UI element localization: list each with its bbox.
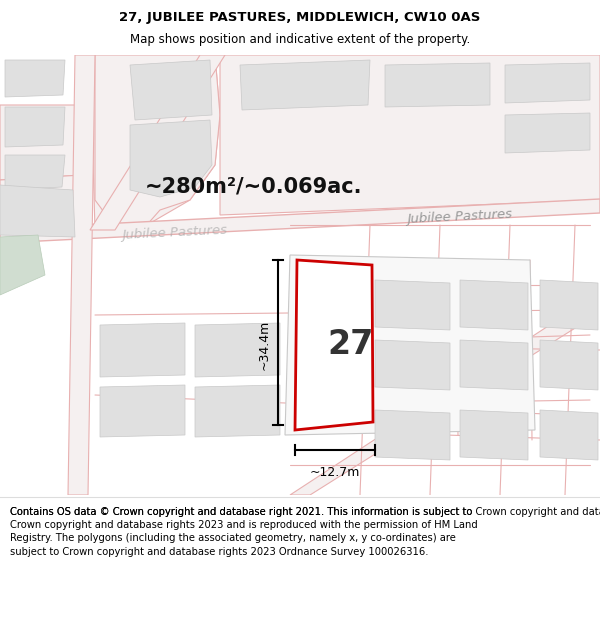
Text: ~12.7m: ~12.7m bbox=[310, 466, 360, 479]
Polygon shape bbox=[540, 340, 598, 390]
Polygon shape bbox=[0, 105, 85, 180]
Text: Map shows position and indicative extent of the property.: Map shows position and indicative extent… bbox=[130, 32, 470, 46]
Polygon shape bbox=[540, 410, 598, 460]
Text: 27, JUBILEE PASTURES, MIDDLEWICH, CW10 0AS: 27, JUBILEE PASTURES, MIDDLEWICH, CW10 0… bbox=[119, 11, 481, 24]
Polygon shape bbox=[295, 260, 373, 430]
Polygon shape bbox=[68, 55, 95, 495]
Polygon shape bbox=[375, 280, 450, 330]
Polygon shape bbox=[100, 323, 185, 377]
Polygon shape bbox=[130, 120, 212, 197]
Polygon shape bbox=[460, 280, 528, 330]
Polygon shape bbox=[95, 55, 220, 227]
Polygon shape bbox=[505, 63, 590, 103]
Polygon shape bbox=[0, 199, 600, 243]
Polygon shape bbox=[375, 410, 450, 460]
Polygon shape bbox=[220, 55, 600, 215]
Polygon shape bbox=[285, 255, 535, 435]
Polygon shape bbox=[130, 60, 212, 120]
Polygon shape bbox=[460, 340, 528, 390]
Polygon shape bbox=[90, 55, 220, 230]
Text: Jubilee Pastures: Jubilee Pastures bbox=[407, 208, 513, 226]
Polygon shape bbox=[5, 107, 65, 147]
Polygon shape bbox=[5, 60, 65, 97]
Text: 27: 27 bbox=[328, 329, 374, 361]
Polygon shape bbox=[505, 113, 590, 153]
Text: ~280m²/~0.069ac.: ~280m²/~0.069ac. bbox=[145, 177, 362, 197]
Text: Contains OS data © Crown copyright and database right 2021. This information is : Contains OS data © Crown copyright and d… bbox=[10, 507, 478, 557]
Polygon shape bbox=[195, 323, 280, 377]
Polygon shape bbox=[195, 385, 280, 437]
Text: ~34.4m: ~34.4m bbox=[257, 320, 271, 370]
Polygon shape bbox=[375, 340, 450, 390]
Polygon shape bbox=[0, 235, 45, 295]
Polygon shape bbox=[240, 60, 370, 110]
Polygon shape bbox=[0, 185, 75, 237]
Polygon shape bbox=[540, 280, 598, 330]
Polygon shape bbox=[90, 55, 225, 230]
Text: Contains OS data © Crown copyright and database right 2021. This information is : Contains OS data © Crown copyright and d… bbox=[10, 507, 600, 517]
Polygon shape bbox=[5, 155, 65, 190]
Polygon shape bbox=[0, 175, 82, 240]
Polygon shape bbox=[100, 385, 185, 437]
Text: Jubilee Pastures: Jubilee Pastures bbox=[122, 224, 228, 242]
Polygon shape bbox=[290, 315, 580, 495]
Polygon shape bbox=[460, 410, 528, 460]
Polygon shape bbox=[385, 63, 490, 107]
